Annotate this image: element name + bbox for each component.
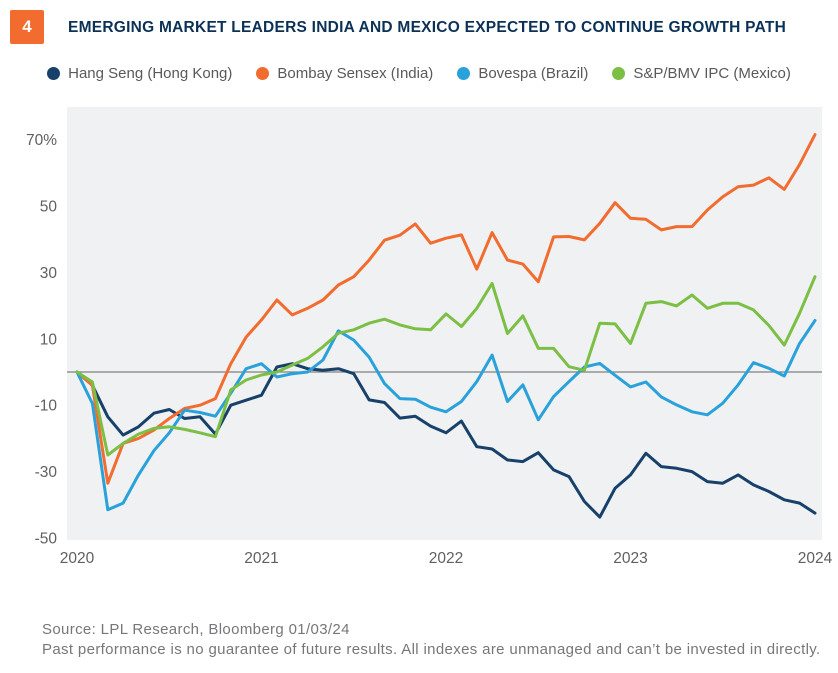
legend-label: Bovespa (Brazil): [478, 65, 589, 82]
series-line-1: [75, 362, 817, 519]
x-tick-label: 2020: [60, 550, 95, 567]
legend-dot: [612, 67, 626, 80]
source-line: Source: LPL Research, Bloomberg 01/03/24: [42, 621, 350, 638]
legend: Hang Seng (Hong Kong) Bombay Sensex (Indi…: [0, 65, 838, 82]
x-tick-label: 2022: [429, 550, 463, 567]
chart-title: EMERGING MARKET LEADERS INDIA AND MEXICO…: [68, 19, 787, 36]
legend-item-3: Bovespa (Brazil): [457, 65, 588, 82]
legend-label: S&P/BMV IPC (Mexico): [633, 65, 791, 82]
series-line-3: [75, 319, 817, 512]
y-tick-label: -50: [35, 531, 58, 548]
legend-dot: [256, 67, 270, 80]
legend-item-2: Bombay Sensex (India): [256, 65, 433, 82]
legend-label: Hang Seng (Hong Kong): [68, 65, 233, 82]
legend-item-1: Hang Seng (Hong Kong): [47, 65, 232, 82]
series-line-2: [75, 133, 817, 485]
legend-dot: [47, 67, 61, 80]
x-tick-label: 2021: [244, 550, 278, 567]
series-line-4: [75, 275, 817, 457]
legend-dot: [457, 67, 471, 80]
y-tick-label: -10: [35, 398, 58, 415]
x-tick-label: 2023: [613, 550, 647, 567]
y-tick-label: 30: [40, 265, 58, 282]
y-tick-label: 10: [40, 331, 58, 348]
plot-area: [67, 107, 822, 540]
disclaimer-line: Past performance is no guarantee of futu…: [42, 641, 821, 658]
y-tick-label: 70%: [26, 132, 57, 149]
legend-label: Bombay Sensex (India): [277, 65, 434, 82]
figure-number-badge: 4: [10, 10, 44, 44]
y-tick-label: 50: [40, 199, 58, 216]
y-tick-label: -30: [35, 464, 58, 481]
legend-item-4: S&P/BMV IPC (Mexico): [612, 65, 791, 82]
footer: Source: LPL Research, Bloomberg 01/03/24…: [42, 620, 821, 660]
x-tick-label: 2024: [798, 550, 833, 567]
